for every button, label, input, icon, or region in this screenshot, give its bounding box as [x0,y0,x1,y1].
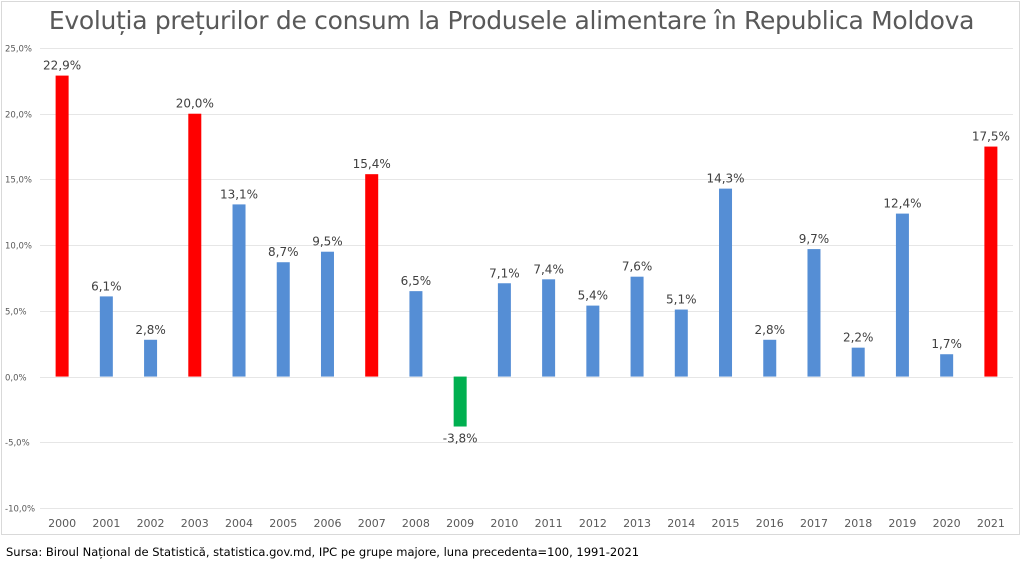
data-labels: 22,9% 6,1% 2,8% 20,0% 13,1% 8,7% 9,5% 15,4% 6,5%… [43,59,1010,446]
bar-2005 [276,262,290,377]
x-tick-label: 2007 [358,517,386,530]
x-tick-label: 2013 [623,517,651,530]
bar-2021 [984,146,998,377]
data-label: 7,1% [489,266,520,280]
data-label: 6,1% [91,279,122,293]
y-axis-ticks: 25,0% 20,0% 15,0% 10,0% 5,0% 0,0% -5,0% -10,0% [5,45,35,515]
x-tick-label: 2010 [490,517,518,530]
bar-2015 [719,188,733,377]
data-label: 17,5% [972,130,1010,144]
source-note: Sursa: Biroul Național de Statistică, st… [6,545,640,559]
y-tick-label: 10,0% [5,242,32,252]
bar-2003 [188,113,202,377]
bar-2012 [586,305,600,377]
x-tick-label: 2021 [977,517,1005,530]
bar-2010 [497,283,511,377]
x-tick-label: 2006 [313,517,341,530]
bar-2020 [940,354,954,377]
data-label: 20,0% [176,97,214,111]
x-tick-label: 2000 [48,517,76,530]
x-tick-label: 2015 [712,517,740,530]
data-label: 5,4% [578,289,609,303]
y-tick-label: -5,0% [5,439,30,449]
bar-2000 [55,75,69,377]
y-tick-label: 20,0% [5,111,32,121]
x-tick-label: 2018 [844,517,872,530]
y-tick-label: 15,0% [5,176,32,186]
chart-frame [1,1,1020,535]
x-tick-label: 2001 [92,517,120,530]
x-axis-ticks: 2000 2001 2002 2003 2004 2005 2006 2007 2008 2009… [48,517,1005,530]
x-tick-label: 2019 [888,517,916,530]
data-label: 2,8% [755,323,786,337]
data-label: 12,4% [883,197,921,211]
y-tick-label: -10,0% [5,505,35,515]
bar-2016 [763,339,777,377]
data-label: 7,6% [622,260,653,274]
y-tick-label: 25,0% [5,45,32,55]
x-tick-label: 2014 [667,517,695,530]
y-tick-label: 5,0% [5,308,27,318]
bar-2001 [99,296,113,377]
data-label: 9,5% [312,235,343,249]
data-label: 6,5% [401,274,432,288]
x-tick-label: 2008 [402,517,430,530]
data-label: -3,8% [443,432,478,446]
bar-2009 [453,376,467,427]
x-tick-label: 2005 [269,517,297,530]
data-label: 8,7% [268,245,299,259]
data-label: 9,7% [799,232,830,246]
data-label: 5,1% [666,293,697,307]
bar-2011 [542,279,556,377]
data-label: 13,1% [220,187,258,201]
bar-2017 [807,249,821,377]
x-tick-label: 2012 [579,517,607,530]
x-tick-label: 2004 [225,517,253,530]
data-label: 15,4% [353,157,391,171]
data-label: 22,9% [43,59,81,73]
bar-2018 [851,347,865,377]
x-tick-label: 2009 [446,517,474,530]
gridlines [40,48,1013,509]
data-label: 2,2% [843,331,874,345]
bar-2002 [144,339,158,377]
x-tick-label: 2020 [933,517,961,530]
bar-2013 [630,276,644,377]
bar-2006 [320,251,334,377]
bar-2014 [674,309,688,377]
x-tick-label: 2003 [181,517,209,530]
bar-2007 [365,174,379,377]
bar-2019 [895,213,909,377]
x-tick-label: 2016 [756,517,784,530]
x-tick-label: 2017 [800,517,828,530]
data-label: 7,4% [533,262,564,276]
bar-2004 [232,204,246,377]
bars [55,75,998,427]
data-label: 1,7% [931,337,962,351]
x-tick-label: 2002 [137,517,165,530]
x-tick-label: 2011 [535,517,563,530]
y-tick-label: 0,0% [5,374,27,384]
data-label: 2,8% [135,323,166,337]
data-label: 14,3% [706,172,744,186]
chart-title: Evoluția prețurilor de consum la Produse… [48,6,975,35]
bar-2008 [409,291,423,377]
